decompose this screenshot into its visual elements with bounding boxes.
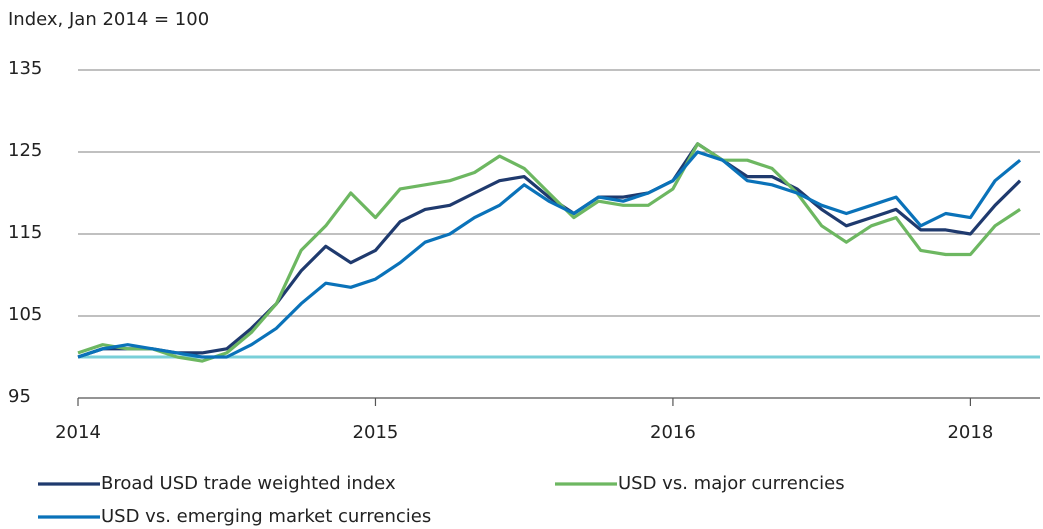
y-tick-label: 125 bbox=[8, 140, 42, 161]
x-tick-label: 2018 bbox=[947, 422, 993, 443]
series-line bbox=[77, 142, 1022, 359]
y-axis-label: Index, Jan 2014 = 100 bbox=[8, 9, 209, 30]
x-tick-label: 2015 bbox=[353, 422, 399, 443]
y-tick-label: 115 bbox=[8, 222, 42, 243]
x-tick-label: 2014 bbox=[55, 422, 101, 443]
y-tick-label: 135 bbox=[8, 58, 42, 79]
legend-label: USD vs. emerging market currencies bbox=[101, 506, 431, 527]
y-tick-label: 105 bbox=[8, 304, 42, 325]
legend-label: USD vs. major currencies bbox=[618, 473, 845, 494]
legend-label: Broad USD trade weighted index bbox=[101, 473, 396, 494]
x-tick-label: 2016 bbox=[650, 422, 696, 443]
series-line bbox=[77, 150, 1022, 359]
y-tick-label: 95 bbox=[8, 386, 31, 407]
series-line bbox=[77, 142, 1021, 363]
